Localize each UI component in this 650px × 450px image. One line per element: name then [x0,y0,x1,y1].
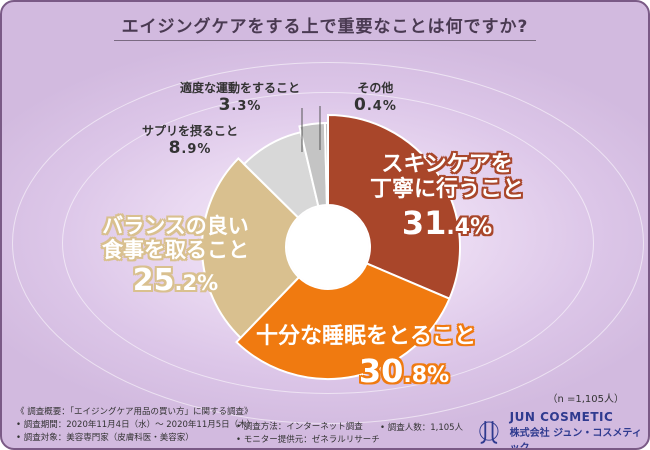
value-diet-dec: .2% [174,271,219,296]
title-underline [114,40,536,41]
label-skincare-line2: 丁寧に行うこと [370,177,525,203]
value-other-int: 0 [354,94,367,115]
notes-target: • 調査対象：美容専門家（皮膚科医・美容家） [16,433,194,443]
chart-title: エイジングケアをする上で重要なことは何ですか? [121,17,529,37]
value-skincare-dec: .4% [446,214,493,240]
notes-provider: • モニター提供元：ゼネラルリサーチ [236,435,380,445]
slice-diet [201,157,301,340]
label-exercise-text: 適度な運動をすること [180,81,301,95]
brand-name: JUN COSMETIC [509,410,614,424]
label-diet-line2: 食事を取ること [102,238,249,263]
label-supplement: サプリを摂ること 8.9% [142,124,239,158]
slice-sleep [235,262,451,380]
notes-header: 《 調査概要：「エイジングケア用品の買い方」に関する調査》 [16,407,253,417]
survey-notes: 《 調査概要：「エイジングケア用品の買い方」に関する調査》 • 調査期間：202… [16,406,255,445]
value-other-dec: .4% [366,98,397,114]
label-other-text: その他 [357,81,394,95]
brand: JUN COSMETIC 株式会社 ジュン・コスメティック [478,410,648,450]
value-supplement-int: 8 [168,137,182,158]
label-supplement-text: サプリを摂ること [142,124,239,138]
notes-method: • 調査方法：インターネット調査 [236,422,363,432]
survey-notes-col2: • 調査方法：インターネット調査 • モニター提供元：ゼネラルリサーチ [236,421,380,447]
value-exercise-dec: .3% [231,98,262,114]
label-sleep-line1: 十分な睡眠をとること [256,324,477,349]
donut-hole [287,206,369,288]
brand-company: 株式会社 ジュン・コスメティック [509,428,642,450]
value-supplement-dec: .9% [181,141,212,157]
label-diet-line1: バランスの良い [102,214,249,238]
label-skincare: スキンケアを 丁寧に行うこと 31.4% [370,152,524,241]
slice-other [323,121,329,207]
label-sleep: 十分な睡眠をとること 30.8% [256,324,476,390]
label-exercise: 適度な運動をすること 3.3% [180,81,301,115]
notes-period: • 調査期間：2020年11月4日（水）～ 2020年11月5日（木） [16,420,256,430]
background-ripple [12,62,644,424]
brand-logo-icon [479,421,499,444]
notes-count: • 調査人数：1,105人 [380,423,464,433]
label-skincare-line1: スキンケアを [381,152,513,177]
value-sleep-int: 30 [358,352,404,391]
value-sleep-dec: .8% [403,363,450,389]
label-diet: バランスの良い 食事を取ること 25.2% [102,214,249,299]
slice-skincare [327,113,461,300]
value-diet-int: 25 [132,263,175,299]
value-skincare-int: 31 [401,203,447,242]
sample-size: （n =1,105人） [547,394,624,405]
value-exercise-int: 3 [218,94,232,115]
label-other: その他 0.4% [354,81,397,115]
